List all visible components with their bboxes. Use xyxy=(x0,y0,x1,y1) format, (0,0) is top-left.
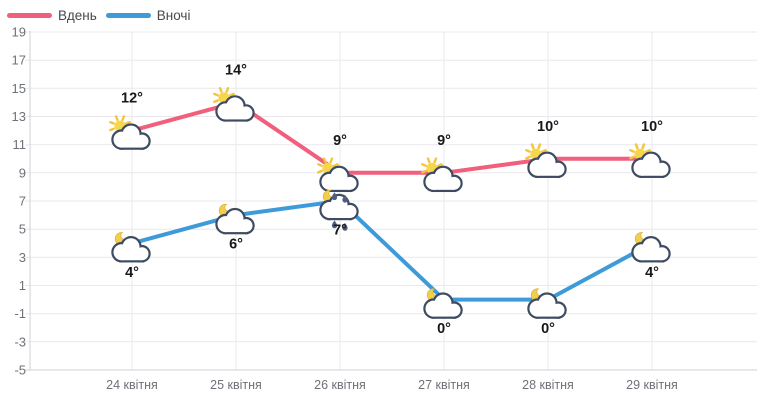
temp-label: 6° xyxy=(229,237,243,253)
legend-item-day[interactable]: Вдень xyxy=(7,8,97,23)
x-axis-label: 27 квітня xyxy=(418,378,470,392)
y-tick-label: 9 xyxy=(19,165,26,180)
y-tick-label: 7 xyxy=(19,194,26,209)
moon-cloud-icon xyxy=(215,203,255,235)
y-tick-label: 13 xyxy=(12,109,26,124)
sun-cloud-icon xyxy=(421,157,463,193)
sun-cloud-icon xyxy=(109,115,151,150)
gridlines xyxy=(25,31,757,371)
night-temp-labels: 4° 6° 7° 0° 0° 4° xyxy=(125,223,659,338)
temp-label: 9° xyxy=(437,133,451,149)
x-axis-label: 29 квітня xyxy=(626,378,678,392)
raindrops-icon xyxy=(331,192,348,203)
temp-label: 12° xyxy=(121,91,143,107)
y-axis-labels: 19 17 15 13 11 9 7 5 3 1 -1 -3 -5 xyxy=(12,25,26,378)
y-tick-label: -1 xyxy=(14,306,26,321)
moon-cloud-icon xyxy=(527,288,567,319)
y-tick-label: 19 xyxy=(12,25,26,40)
sun-cloud-icon xyxy=(213,86,255,122)
temp-label: 10° xyxy=(641,119,663,135)
temp-label: 0° xyxy=(541,321,555,337)
sun-cloud-icon xyxy=(629,143,671,178)
legend-item-night[interactable]: Вночі xyxy=(105,8,191,23)
temp-label: 10° xyxy=(537,119,559,135)
temp-label: 0° xyxy=(437,321,451,337)
x-axis-label: 24 квітня xyxy=(106,378,158,392)
moon-cloud-icon xyxy=(631,232,671,263)
y-tick-label: 5 xyxy=(19,222,26,237)
y-tick-label: -3 xyxy=(14,334,26,349)
legend-label-day: Вдень xyxy=(58,8,97,23)
temp-label: 7° xyxy=(333,223,347,239)
y-tick-label: 17 xyxy=(12,53,26,68)
temp-label: 4° xyxy=(125,265,139,281)
y-tick-label: 15 xyxy=(12,81,26,96)
raindrops-icon xyxy=(331,220,348,231)
x-axis-label: 26 квітня xyxy=(314,378,366,392)
moon-cloud-icon xyxy=(111,232,151,263)
sun-cloud-rain-icon xyxy=(317,157,359,193)
y-tick-label: 11 xyxy=(13,137,27,152)
temp-label: 4° xyxy=(645,265,659,281)
night-series-line xyxy=(130,199,654,302)
night-series-swatch xyxy=(105,13,151,18)
moon-cloud-rain-icon xyxy=(319,189,359,221)
moon-cloud-icon xyxy=(423,288,463,319)
x-axis-labels: 24 квітня 25 квітня 26 квітня 27 квітня 28 к… xyxy=(106,378,678,392)
sun-cloud-icon xyxy=(525,143,567,178)
day-series-swatch xyxy=(7,13,52,18)
y-tick-label: 3 xyxy=(19,250,26,265)
y-tick-label: 1 xyxy=(19,278,26,293)
y-tick-label: -5 xyxy=(14,363,26,378)
legend-label-night: Вночі xyxy=(156,8,191,23)
day-temp-labels: 12° 14° 9° 9° 10° 10° xyxy=(121,62,663,148)
temp-label: 9° xyxy=(333,133,347,149)
chart-legend: Вдень Вночі xyxy=(7,8,199,23)
temp-label: 14° xyxy=(225,62,247,78)
day-series-line xyxy=(130,100,654,175)
x-axis-label: 25 квітня xyxy=(210,378,262,392)
x-axis-label: 28 квітня xyxy=(522,378,574,392)
